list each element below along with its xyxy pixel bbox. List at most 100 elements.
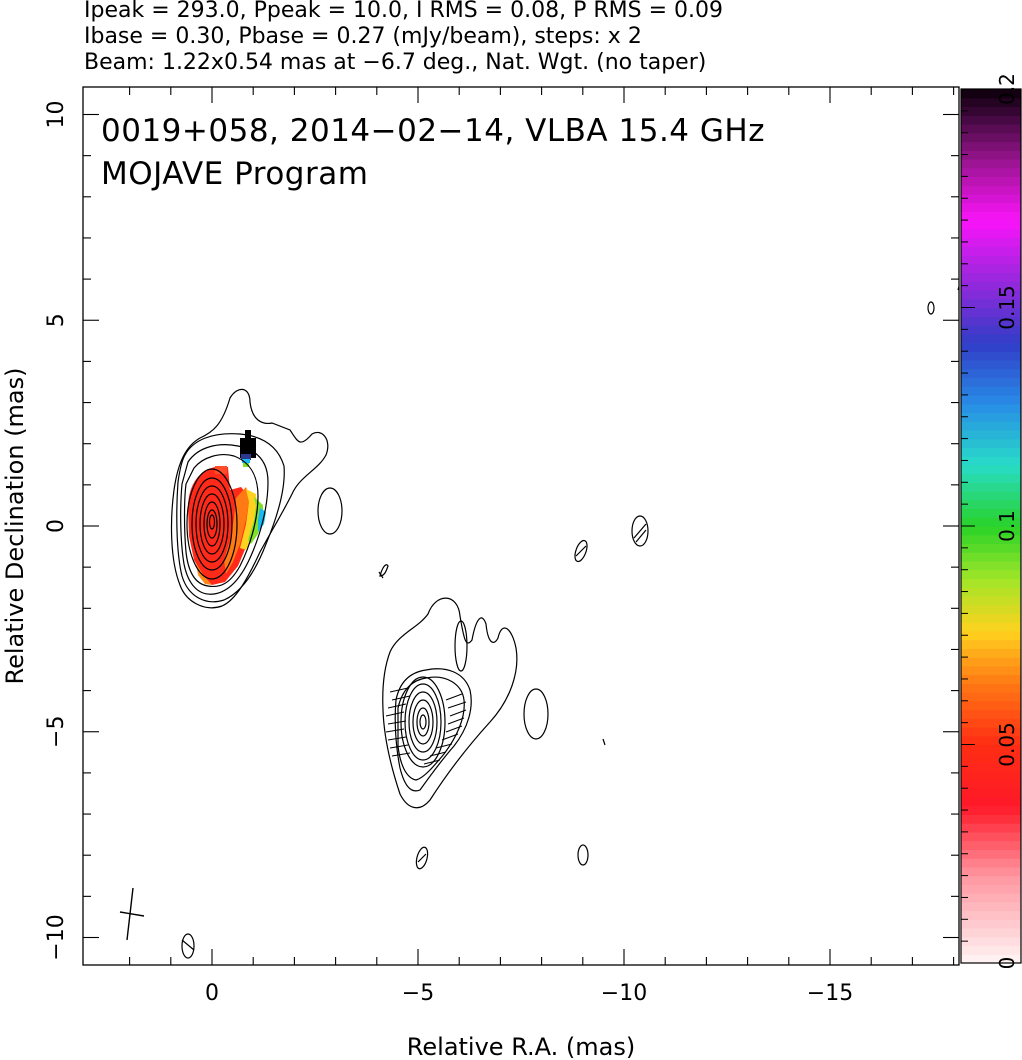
colorbar-band [961, 176, 1021, 186]
colorbar-band [961, 840, 1021, 850]
colorbar-band [961, 220, 1021, 230]
colorbar-band [961, 718, 1021, 728]
colorbar-band [961, 753, 1021, 763]
colorbar-band [961, 796, 1021, 807]
colorbar-band [961, 429, 1021, 440]
colorbar-band [961, 351, 1021, 361]
colorbar-band [961, 727, 1021, 737]
colorbar-band [961, 700, 1021, 711]
colorbar-band [961, 167, 1021, 177]
colorbar-band [961, 298, 1021, 309]
colorbar-band [961, 438, 1021, 448]
colorbar-band [961, 657, 1021, 667]
colorbar-band [961, 552, 1021, 562]
colorbar-band [961, 630, 1021, 641]
colorbar-band [961, 150, 1021, 160]
colorbar-band [961, 639, 1021, 649]
colorbar-band [961, 377, 1021, 387]
colorbar-band [961, 788, 1021, 798]
colorbar-band [961, 893, 1021, 903]
plot-subtitle: MOJAVE Program [101, 156, 368, 192]
colorbar-band [961, 464, 1021, 475]
colorbar-label: 0.1 [995, 510, 1019, 542]
colorbar-band [961, 202, 1021, 212]
colorbar-band [961, 473, 1021, 483]
colorbar-band [961, 106, 1021, 116]
colorbar-band [961, 517, 1021, 527]
colorbar-band [961, 709, 1021, 719]
colorbar-band [961, 272, 1021, 282]
colorbar-band [961, 281, 1021, 291]
colorbar-band [961, 526, 1021, 536]
colorbar-band [961, 534, 1021, 545]
x-axis-label: Relative R.A. (mas) [407, 1033, 635, 1060]
colorbar-band [961, 158, 1021, 169]
y-tick-label: 0 [44, 519, 69, 533]
colorbar-band [961, 290, 1021, 300]
colorbar-band [961, 394, 1021, 405]
colorbar-band [961, 613, 1021, 623]
colorbar-band [961, 875, 1021, 885]
colorbar-band [961, 866, 1021, 877]
colorbar-band [961, 665, 1021, 676]
y-axis-label: Relative Declination (mas) [1, 367, 29, 684]
core-contours [170, 388, 343, 609]
colorbar-band [961, 97, 1021, 108]
colorbar-band [961, 491, 1021, 501]
colorbar-band [961, 307, 1021, 317]
colorbar-band [961, 246, 1021, 256]
header-beam-line: Beam: 1.22x0.54 mas at −6.7 deg., Nat. W… [84, 50, 707, 75]
colorbar-band [961, 115, 1021, 125]
colorbar-band [961, 849, 1021, 859]
colorbar-band [961, 89, 1021, 99]
colorbar-label: 0.2 [995, 73, 1019, 105]
colorbar-band [961, 604, 1021, 614]
colorbar-band [961, 805, 1021, 816]
x-tick-label: −5 [402, 981, 434, 1006]
colorbar-band [961, 499, 1021, 510]
colorbar-band [961, 814, 1021, 824]
colorbar-band [961, 228, 1021, 239]
colorbar-band [961, 560, 1021, 571]
colorbar-band [961, 735, 1021, 746]
colorbar-band [961, 359, 1021, 370]
colorbar-band [961, 928, 1021, 938]
colorbar-band [961, 324, 1021, 335]
colorbar-band [961, 412, 1021, 422]
colorbar-band [961, 263, 1021, 274]
colorbar-band [961, 936, 1021, 947]
colorbar-band [961, 770, 1021, 781]
colorbar-band [961, 368, 1021, 379]
colorbar-band [961, 823, 1021, 833]
header-base-line: Ibase = 0.30, Pbase = 0.27 (mJy/beam), s… [84, 24, 642, 49]
colorbar-band [961, 692, 1021, 702]
jet-contours [382, 597, 549, 809]
colorbar-band [961, 831, 1021, 842]
colorbar-band [961, 674, 1021, 684]
header-stats-line: Ipeak = 293.0, Ppeak = 10.0, I RMS = 0.0… [84, 0, 723, 23]
colorbar-band [961, 543, 1021, 553]
colorbar-band [961, 858, 1021, 868]
colorbar-band [961, 744, 1021, 754]
polarization-vectors [385, 687, 467, 765]
y-tick-label: −5 [44, 716, 69, 748]
x-tick-label: −10 [601, 981, 647, 1006]
colorbar-label: 0 [995, 957, 1019, 970]
x-tick-label: −15 [807, 981, 853, 1006]
y-tick-label: 5 [44, 313, 69, 327]
colorbar-band [961, 508, 1021, 518]
y-tick-label: −10 [44, 914, 69, 960]
beam-marker [119, 887, 145, 941]
colorbar-band [961, 569, 1021, 580]
colorbar-ticks: 0 0.05 0.1 0.15 0.2 [961, 73, 1019, 969]
colorbar-band [961, 901, 1021, 912]
colorbar-band [961, 386, 1021, 396]
colorbar-band [961, 884, 1021, 894]
colorbar-label: 0.05 [995, 722, 1019, 767]
colorbar-band [961, 683, 1021, 693]
colorbar-band [961, 403, 1021, 413]
axis-ticks: 0 −5 −10 −15 10 5 0 −5 −10 [44, 87, 959, 1006]
colorbar-band [961, 342, 1021, 352]
colorbar-band [961, 421, 1021, 431]
colorbar-band [961, 456, 1021, 466]
